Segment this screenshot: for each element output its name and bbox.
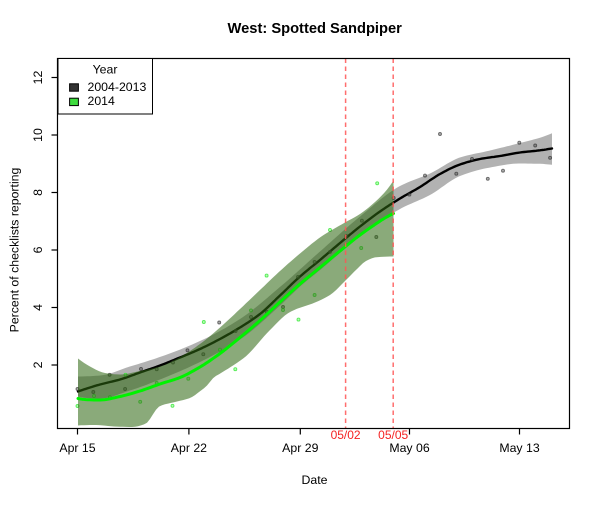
svg-text:12: 12 bbox=[31, 71, 45, 85]
svg-text:8: 8 bbox=[31, 189, 45, 196]
svg-text:Apr 15: Apr 15 bbox=[59, 441, 95, 455]
svg-text:2004-2013: 2004-2013 bbox=[88, 80, 147, 94]
svg-text:4: 4 bbox=[31, 304, 45, 311]
svg-text:Date: Date bbox=[302, 473, 328, 487]
svg-text:6: 6 bbox=[31, 246, 45, 253]
svg-text:West: Spotted Sandpiper: West: Spotted Sandpiper bbox=[228, 21, 403, 37]
svg-text:May 06: May 06 bbox=[389, 441, 429, 455]
svg-text:Year: Year bbox=[93, 63, 118, 77]
svg-text:2: 2 bbox=[31, 361, 45, 368]
svg-text:05/05: 05/05 bbox=[378, 428, 408, 442]
svg-text:May 13: May 13 bbox=[499, 441, 539, 455]
svg-text:05/02: 05/02 bbox=[331, 428, 361, 442]
svg-text:Apr 29: Apr 29 bbox=[282, 441, 318, 455]
svg-text:2014: 2014 bbox=[88, 94, 116, 108]
svg-text:10: 10 bbox=[31, 128, 45, 142]
svg-text:Apr 22: Apr 22 bbox=[171, 441, 207, 455]
svg-text:Percent of checklists reportin: Percent of checklists reporting bbox=[8, 167, 22, 332]
